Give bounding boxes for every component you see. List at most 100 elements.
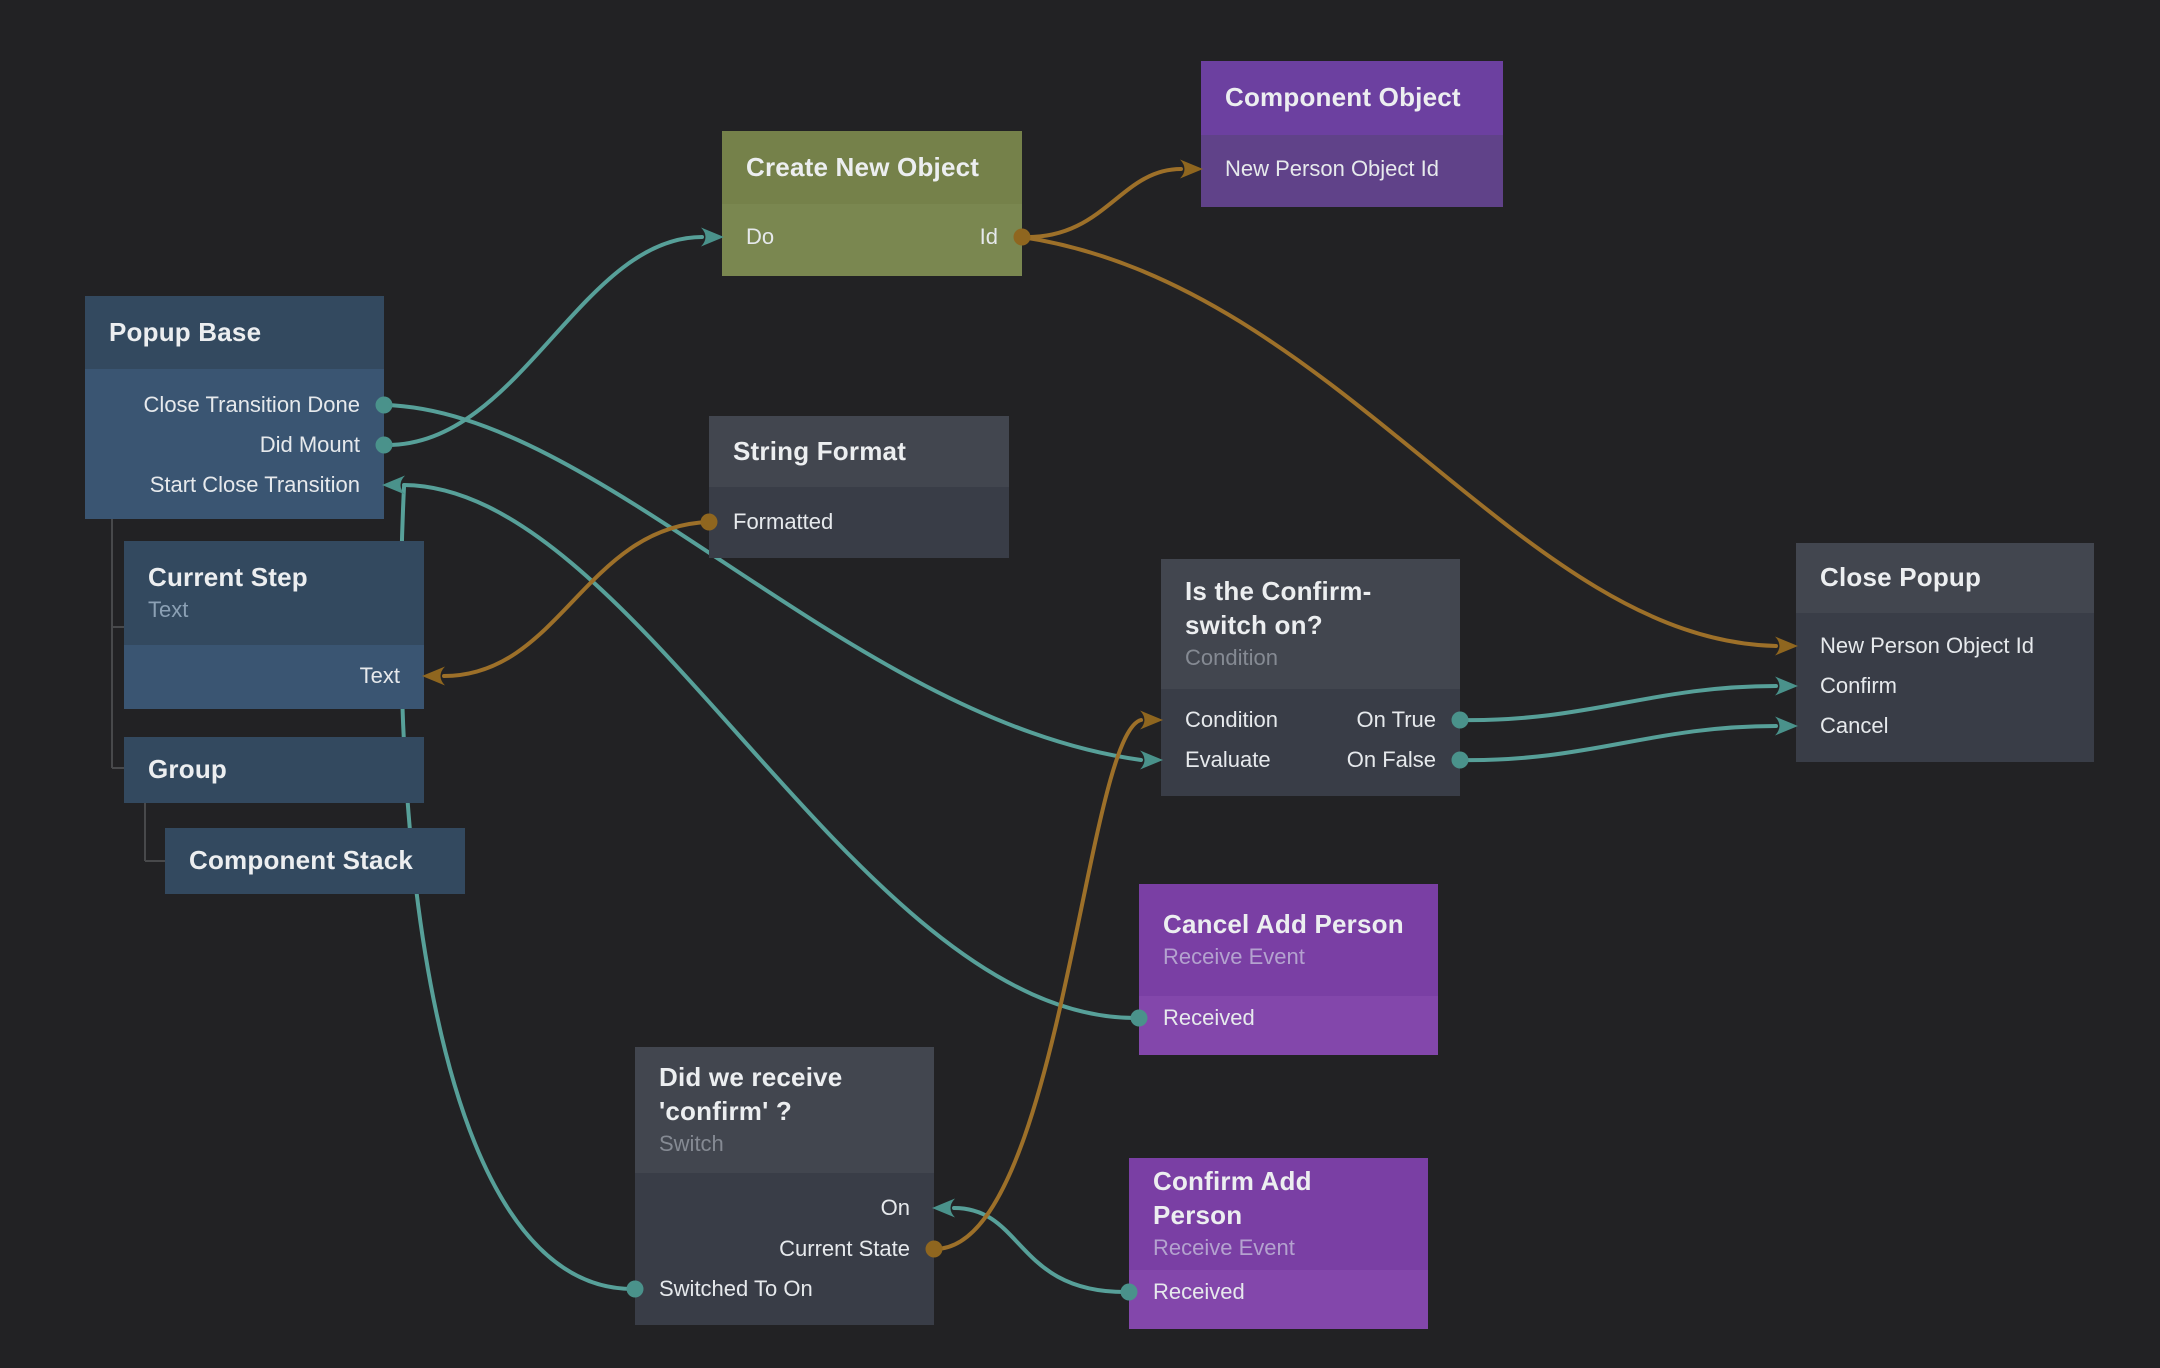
port-output-on-false[interactable]: On False xyxy=(1161,740,1460,780)
node-title: Close Popup xyxy=(1820,562,1982,593)
port-input-start-close-transition[interactable]: Start Close Transition xyxy=(85,465,384,505)
node-string-format[interactable]: String Format Formatted xyxy=(709,416,1009,558)
edge-condition-on-true-to-close-popup-confirm[interactable] xyxy=(1458,684,1778,723)
port-dot-did-mount[interactable] xyxy=(375,436,393,454)
port-dot-switched-to-on[interactable] xyxy=(626,1280,644,1298)
port-arrow-new-person-object-id[interactable] xyxy=(1180,159,1203,179)
port-label: Current State xyxy=(779,1236,910,1261)
port-label: New Person Object Id xyxy=(1225,156,1439,181)
port-label: Formatted xyxy=(733,509,834,534)
edge-condition-on-false-to-close-popup-cancel[interactable] xyxy=(1458,724,1778,763)
port-arrow-new-person-object-id[interactable] xyxy=(1775,636,1798,656)
node-header-condition-is-confirm-switch-on: Is the Confirm-switch on? Condition xyxy=(1161,559,1460,689)
node-close-popup[interactable]: Close Popup New Person Object Id Confirm Ca… xyxy=(1796,543,2094,762)
port-label: Cancel xyxy=(1820,713,1889,738)
node-header-current-step: Current Step Text xyxy=(124,541,424,645)
port-input-do[interactable]: Do xyxy=(722,217,1022,257)
node-header-string-format: String Format xyxy=(709,416,1009,487)
node-header-close-popup: Close Popup xyxy=(1796,543,2094,613)
port-arrow-text[interactable] xyxy=(422,666,445,686)
node-header-confirm-add-person: Confirm Add Person Receive Event xyxy=(1129,1158,1428,1270)
edge-confirm-add-person-received-to-switch-on[interactable] xyxy=(952,1206,1131,1295)
port-dot-received[interactable] xyxy=(1130,1009,1148,1027)
node-title: Did we receive 'confirm' ? xyxy=(659,1062,843,1126)
port-arrow-evaluate[interactable] xyxy=(1140,750,1163,770)
port-output-received[interactable]: Received xyxy=(1129,1272,1428,1312)
node-title: Current Step xyxy=(148,562,308,593)
node-component-object[interactable]: Component Object New Person Object Id xyxy=(1201,61,1503,207)
node-confirm-add-person[interactable]: Confirm Add Person Receive Event Received xyxy=(1129,1158,1428,1329)
port-label: Received xyxy=(1153,1279,1245,1304)
node-title: Create New Object xyxy=(746,151,980,182)
port-input-new-person-object-id[interactable]: New Person Object Id xyxy=(1796,626,2094,666)
node-component-stack[interactable]: Component Stack xyxy=(165,828,465,894)
node-subtitle: Receive Event xyxy=(1163,944,1305,970)
edge-switch-current-state-to-condition-condition[interactable] xyxy=(932,718,1143,1252)
node-current-step[interactable]: Current Step Text Text xyxy=(124,541,424,709)
port-input-text[interactable]: Text xyxy=(124,656,424,696)
port-dot-formatted[interactable] xyxy=(700,513,718,531)
node-header-group: Group xyxy=(124,737,424,803)
port-output-switched-to-on[interactable]: Switched To On xyxy=(635,1269,934,1309)
port-dot-on-false[interactable] xyxy=(1451,751,1469,769)
port-label: Evaluate xyxy=(1185,747,1271,772)
port-arrow-confirm[interactable] xyxy=(1775,676,1798,696)
port-output-current-state[interactable]: Current State xyxy=(635,1229,934,1269)
port-label: Switched To On xyxy=(659,1276,813,1301)
port-dot-received[interactable] xyxy=(1120,1283,1138,1301)
port-input-confirm[interactable]: Confirm xyxy=(1796,666,2094,706)
edge-create-new-object-id-to-close-popup-new-person-object-id[interactable] xyxy=(1020,235,1778,648)
port-arrow-cancel[interactable] xyxy=(1775,716,1798,736)
node-create-new-object[interactable]: Create New Object Do Id xyxy=(722,131,1022,276)
port-arrow-do[interactable] xyxy=(701,227,724,247)
edge-string-format-formatted-to-current-step-text[interactable] xyxy=(442,520,711,678)
port-arrow-on[interactable] xyxy=(932,1198,955,1218)
node-did-we-receive-confirm[interactable]: Did we receive 'confirm' ? Switch On Curren… xyxy=(635,1047,934,1325)
port-output-id[interactable]: Id xyxy=(722,217,1022,257)
port-output-close-transition-done[interactable]: Close Transition Done xyxy=(85,385,384,425)
port-label: Condition xyxy=(1185,707,1278,732)
port-output-formatted[interactable]: Formatted xyxy=(709,502,1009,542)
edge-cancel-add-person-received-to-popup-base-start-close-transition[interactable] xyxy=(402,483,1141,1021)
node-title: Confirm Add Person xyxy=(1153,1166,1312,1230)
edge-create-new-object-id-to-component-object-new-person-object-id[interactable] xyxy=(1020,167,1183,240)
node-group[interactable]: Group xyxy=(124,737,424,803)
node-title: Popup Base xyxy=(109,316,262,347)
port-dot-close-transition-done[interactable] xyxy=(375,396,393,414)
port-input-on[interactable]: On xyxy=(635,1188,934,1228)
node-title: Is the Confirm-switch on? xyxy=(1185,576,1372,640)
node-title: Component Stack xyxy=(189,845,414,876)
port-output-received[interactable]: Received xyxy=(1139,998,1438,1038)
port-arrow-start-close-transition[interactable] xyxy=(382,475,405,495)
port-input-cancel[interactable]: Cancel xyxy=(1796,706,2094,746)
node-header-popup-base: Popup Base xyxy=(85,296,384,369)
node-header-cancel-add-person: Cancel Add Person Receive Event xyxy=(1139,884,1438,996)
node-popup-base[interactable]: Popup Base Close Transition Done Did Mount… xyxy=(85,296,384,519)
edge-popup-base-close-transition-done-to-condition-evaluate[interactable] xyxy=(382,403,1143,762)
port-label: Confirm xyxy=(1820,673,1898,698)
port-output-on-true[interactable]: On True xyxy=(1161,700,1460,740)
port-label: Id xyxy=(979,224,998,249)
port-input-condition[interactable]: Condition xyxy=(1161,700,1460,740)
port-label: On xyxy=(880,1195,910,1220)
port-dot-on-true[interactable] xyxy=(1451,711,1469,729)
port-output-did-mount[interactable]: Did Mount xyxy=(85,425,384,465)
node-title: Cancel Add Person xyxy=(1163,909,1404,940)
node-cancel-add-person[interactable]: Cancel Add Person Receive Event Received xyxy=(1139,884,1438,1055)
node-header-did-we-receive-confirm: Did we receive 'confirm' ? Switch xyxy=(635,1047,934,1173)
node-subtitle: Condition xyxy=(1185,644,1278,670)
node-condition-is-confirm-switch-on[interactable]: Is the Confirm-switch on? Condition Condit… xyxy=(1161,559,1460,796)
port-dot-current-state[interactable] xyxy=(925,1240,943,1258)
port-label: On False xyxy=(1346,747,1436,772)
port-arrow-condition[interactable] xyxy=(1140,710,1163,730)
node-header-component-object: Component Object xyxy=(1201,61,1503,135)
port-input-new-person-object-id[interactable]: New Person Object Id xyxy=(1201,149,1503,189)
edge-popup-base-did-mount-to-create-new-object-do[interactable] xyxy=(382,235,704,448)
node-header-component-stack: Component Stack xyxy=(165,828,465,894)
port-input-evaluate[interactable]: Evaluate xyxy=(1161,740,1460,780)
port-label: Do xyxy=(746,224,775,249)
port-dot-id[interactable] xyxy=(1013,228,1031,246)
